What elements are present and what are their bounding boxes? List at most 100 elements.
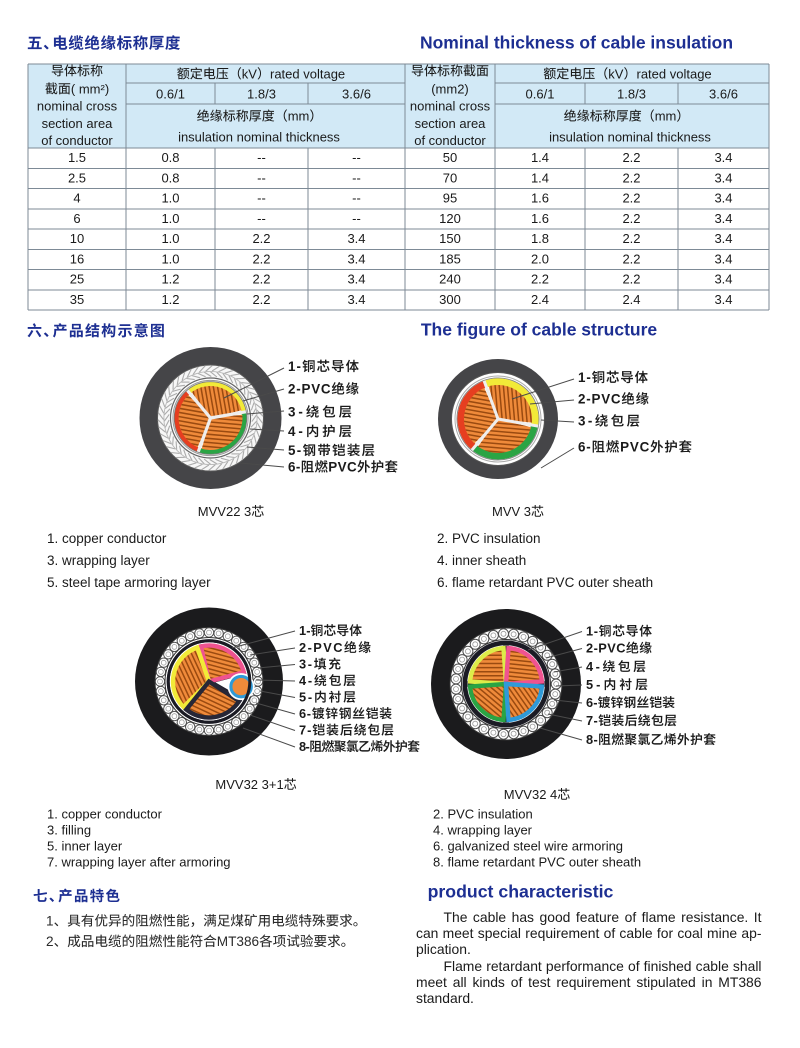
svg-text:1-: 1- [299, 623, 311, 638]
svg-text:kV: kV [242, 66, 257, 81]
svg-text:1.0: 1.0 [161, 211, 179, 226]
svg-text:3.4: 3.4 [714, 170, 732, 185]
svg-text:insulation nominal thickness: insulation nominal thickness [549, 130, 711, 145]
svg-text:95: 95 [443, 191, 457, 206]
svg-text:nominal cross: nominal cross [410, 99, 491, 114]
svg-text:4-: 4- [299, 673, 314, 688]
svg-text:rated voltage: rated voltage [270, 66, 345, 81]
svg-text:2.2: 2.2 [622, 251, 640, 266]
svg-text:2.2: 2.2 [622, 211, 640, 226]
svg-text:--: -- [257, 170, 266, 185]
svg-text:MVV32 3+1: MVV32 3+1 [215, 777, 283, 792]
svg-text:2.0: 2.0 [531, 251, 549, 266]
svg-text:3.4: 3.4 [714, 272, 732, 287]
svg-text:section area: section area [415, 116, 487, 131]
svg-text:4: 4 [73, 191, 80, 206]
svg-text:1-: 1- [578, 370, 592, 385]
svg-text:--: -- [352, 211, 361, 226]
svg-text:3.4: 3.4 [347, 251, 365, 266]
svg-text:2-PVC: 2-PVC [586, 641, 626, 656]
svg-text:--: -- [257, 211, 266, 226]
svg-text:2.4: 2.4 [531, 292, 549, 307]
svg-text:6. flame retardant PVC outer: 6. flame retardant PVC outer sheath [437, 575, 653, 590]
svg-text:PVC: PVC [620, 440, 650, 455]
svg-text:6. galvanized steel wire armor: 6. galvanized steel wire armoring [433, 839, 623, 854]
svg-text:MVV22 3: MVV22 3 [198, 504, 251, 519]
svg-text:240: 240 [439, 272, 461, 287]
svg-text:6-: 6- [586, 695, 598, 710]
svg-text:1. copper conductor: 1. copper conductor [47, 807, 163, 822]
svg-text:2.2: 2.2 [622, 272, 640, 287]
svg-text:10: 10 [70, 231, 84, 246]
svg-text:1.0: 1.0 [161, 231, 179, 246]
svg-text:3.6/6: 3.6/6 [709, 87, 738, 102]
svg-text:25: 25 [70, 272, 84, 287]
svg-text:2.2: 2.2 [252, 231, 270, 246]
svg-text:mm: mm [655, 109, 677, 124]
svg-text:3.4: 3.4 [714, 231, 732, 246]
svg-text:0.8: 0.8 [161, 170, 179, 185]
svg-text:2.2: 2.2 [622, 170, 640, 185]
svg-text:2.2: 2.2 [252, 292, 270, 307]
svg-text:6-: 6- [578, 440, 592, 455]
svg-text:3. wrapping layer: 3. wrapping layer [47, 553, 150, 568]
svg-text:1.6: 1.6 [531, 211, 549, 226]
svg-text:1.4: 1.4 [531, 150, 549, 165]
svg-text:1.2: 1.2 [161, 292, 179, 307]
svg-text:4. wrapping layer: 4. wrapping layer [433, 823, 533, 838]
svg-text:1.2: 1.2 [161, 272, 179, 287]
svg-text:150: 150 [439, 231, 461, 246]
svg-text:1.0: 1.0 [161, 251, 179, 266]
svg-text:8-: 8- [299, 739, 310, 754]
svg-text:1-: 1- [586, 624, 599, 639]
svg-text:5. inner layer: 5. inner layer [47, 839, 123, 854]
svg-text:8-: 8- [586, 732, 598, 747]
svg-text:3-: 3- [288, 405, 306, 420]
svg-text:0.6/1: 0.6/1 [156, 87, 185, 102]
svg-text:2-PVC: 2-PVC [299, 640, 344, 655]
svg-text:4-: 4- [288, 424, 306, 439]
svg-text:mm: mm [288, 109, 310, 124]
svg-text:1: 1 [46, 914, 54, 929]
svg-text:Nominal thickness of cable ins: Nominal thickness of cable insulation [420, 33, 733, 53]
svg-text:1.5: 1.5 [68, 150, 86, 165]
svg-text:3. filling: 3. filling [47, 823, 91, 838]
svg-text:rated voltage: rated voltage [637, 66, 712, 81]
svg-text:2.4: 2.4 [622, 292, 640, 307]
svg-text:section area: section area [42, 116, 114, 131]
svg-text:( mm²): ( mm²) [71, 81, 109, 96]
svg-text:2-PVC: 2-PVC [578, 392, 621, 407]
svg-text:2.2: 2.2 [622, 150, 640, 165]
svg-text:8. flame retardant PVC outer s: 8. flame retardant PVC outer sheath [433, 855, 641, 870]
svg-text:--: -- [352, 170, 361, 185]
svg-text:1. copper conductor: 1. copper conductor [47, 531, 167, 546]
svg-text:3.4: 3.4 [714, 211, 732, 226]
svg-text:--: -- [352, 191, 361, 206]
svg-text:0.6/1: 0.6/1 [526, 87, 555, 102]
svg-text:2. PVC insulation: 2. PVC insulation [437, 531, 541, 546]
svg-text:--: -- [257, 191, 266, 206]
svg-text:2-PVC: 2-PVC [288, 382, 331, 397]
svg-text:of conductor: of conductor [41, 133, 113, 148]
svg-text:3.4: 3.4 [714, 251, 732, 266]
svg-text:4. inner sheath: 4. inner sheath [437, 553, 526, 568]
svg-text:MVV32 4: MVV32 4 [504, 787, 557, 802]
svg-text:insulation nominal thickness: insulation nominal thickness [178, 130, 340, 145]
svg-text:2.2: 2.2 [622, 191, 640, 206]
svg-text:3.4: 3.4 [347, 292, 365, 307]
svg-text:120: 120 [439, 211, 461, 226]
svg-text:3.6/6: 3.6/6 [342, 87, 371, 102]
svg-text:3.4: 3.4 [347, 231, 365, 246]
svg-text:(mm2): (mm2) [431, 81, 469, 96]
svg-text:1.8: 1.8 [531, 231, 549, 246]
svg-text:2.2: 2.2 [531, 272, 549, 287]
svg-text:3.4: 3.4 [714, 191, 732, 206]
svg-text:5-: 5- [299, 690, 314, 705]
svg-text:3-: 3- [299, 657, 314, 672]
svg-text:2.5: 2.5 [68, 170, 86, 185]
svg-text:The figure of cable structure: The figure of cable structure [421, 320, 658, 340]
svg-text:2.2: 2.2 [252, 251, 270, 266]
svg-text:1.4: 1.4 [531, 170, 549, 185]
svg-text:50: 50 [443, 150, 457, 165]
svg-text:nominal cross: nominal cross [37, 99, 118, 114]
